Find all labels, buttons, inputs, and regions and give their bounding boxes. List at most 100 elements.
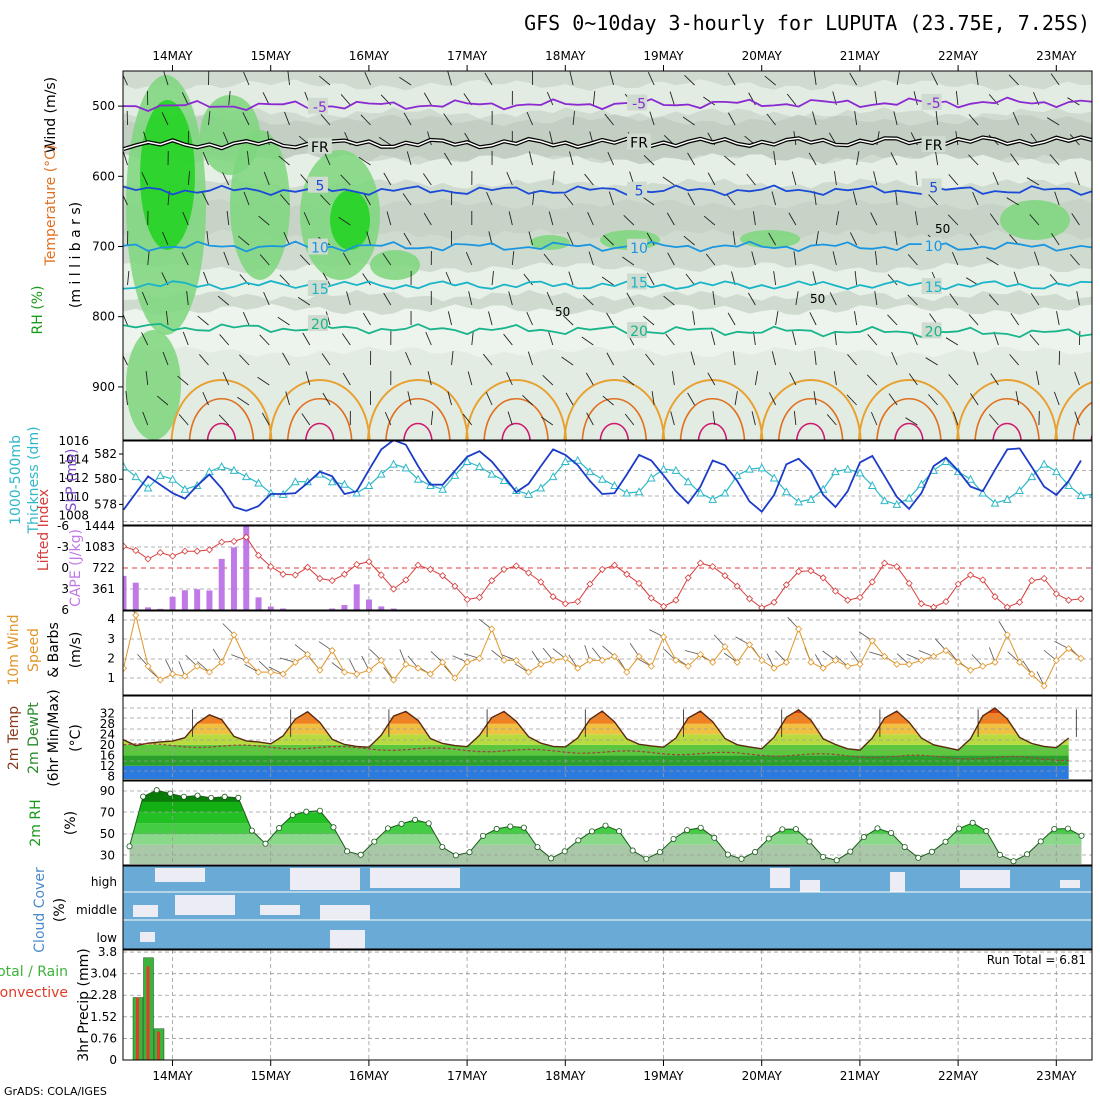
cloud-row-label: low	[97, 931, 118, 945]
contour-label-bg	[627, 94, 648, 111]
wind-barb	[1071, 213, 1080, 226]
thickness-point	[450, 470, 460, 479]
rh-point	[901, 843, 908, 850]
wind-barb	[896, 653, 910, 665]
wind-barb	[482, 353, 493, 366]
rh-point	[344, 848, 351, 855]
temp-clip-group	[123, 696, 1092, 780]
wind-barb	[361, 655, 370, 671]
wind-barb	[998, 621, 1008, 636]
cloud-gap	[140, 932, 155, 942]
wind-speed-point	[905, 660, 913, 668]
wind-barb	[690, 351, 696, 366]
thickness-point	[794, 497, 803, 506]
wind-barb	[692, 311, 696, 326]
rh-point	[153, 787, 160, 794]
contour-label-10: 10	[311, 241, 329, 257]
rh-point	[1037, 838, 1044, 845]
cape-bar	[132, 582, 139, 610]
wind-barb	[1030, 293, 1040, 306]
slp-label: SLP (mb)	[64, 448, 80, 511]
wind-barb	[1013, 271, 1020, 286]
wind-barb	[486, 191, 493, 206]
date-label-bottom: 17MAY	[447, 1069, 488, 1083]
wind-barb	[259, 334, 270, 346]
wind-speed-point	[439, 658, 447, 666]
bl-temp-contour	[759, 379, 862, 440]
wind-barb	[935, 111, 939, 126]
cloud-gap	[155, 868, 205, 882]
wind-barb	[813, 71, 817, 86]
wind-barb	[705, 253, 716, 266]
cape-bar	[145, 607, 152, 610]
lifted-index-point	[623, 570, 631, 578]
wind-barb	[754, 371, 759, 386]
wind-barb	[604, 113, 614, 126]
wind-barb	[182, 211, 189, 226]
wind-barb	[747, 292, 756, 306]
date-label-bottom: 19MAY	[643, 1069, 684, 1083]
ytick-label: -3	[57, 540, 69, 554]
wind-barb	[935, 151, 939, 166]
wind-barb	[1022, 660, 1033, 675]
temp-color-band	[123, 723, 1069, 735]
thickness-point	[720, 488, 730, 497]
thickness-point	[487, 469, 497, 478]
lifted-index-point	[377, 571, 385, 579]
temp-stripes	[123, 708, 1069, 779]
rh-point	[765, 835, 772, 842]
panel-frame	[122, 70, 1093, 441]
wind-barb	[854, 111, 858, 126]
ytick-label-right: 722	[92, 561, 115, 575]
wind-barb	[727, 112, 736, 126]
wind-speed-point	[844, 662, 852, 670]
wind-barb	[549, 131, 554, 146]
wind-speed-point	[1028, 670, 1036, 678]
wind-speed-point	[1077, 654, 1085, 662]
wind-barb	[199, 354, 209, 366]
wind-barb	[242, 112, 250, 126]
bl-temp-contour	[956, 379, 1059, 440]
wind-barb	[787, 617, 799, 630]
rh-label-1: 2m RH	[28, 799, 44, 846]
lifted-index-point	[340, 570, 349, 578]
wind-barb	[528, 151, 534, 166]
wind-barb	[569, 71, 574, 86]
rh-contour-label: 50	[555, 305, 570, 319]
wind-speed-point	[647, 662, 655, 670]
lifted-index-point	[782, 581, 790, 589]
lifted-index-point	[770, 598, 778, 606]
contour-label-5: 5	[635, 184, 644, 200]
wind-barb	[895, 191, 898, 206]
bl-temp-contour	[385, 398, 451, 440]
contour-label-bg	[627, 322, 648, 339]
wind-speed-point	[218, 658, 226, 666]
wind-barb	[506, 372, 513, 386]
wind-barb	[147, 251, 150, 266]
wind-barb	[287, 71, 290, 86]
wind-barb	[667, 252, 675, 266]
rh-point	[1064, 825, 1071, 832]
rh-point	[276, 825, 283, 832]
wind-barb	[852, 191, 858, 206]
thickness-point	[610, 480, 619, 489]
ytick-label: 12	[100, 759, 115, 773]
date-label-top: 22MAY	[938, 49, 979, 63]
cape-bar	[243, 526, 250, 610]
thickness-point	[1076, 491, 1086, 500]
rh-point	[656, 849, 663, 856]
rh-point	[289, 812, 296, 819]
cloud-gap	[260, 905, 300, 915]
wind-barb	[734, 391, 738, 406]
wind-barb	[133, 611, 137, 616]
wind-barb	[123, 74, 128, 86]
wind-barb	[237, 235, 250, 246]
contour-label-bg	[921, 136, 946, 153]
wind-barb	[364, 72, 371, 86]
panel-frame	[122, 865, 1093, 950]
thickness-point	[413, 474, 423, 483]
rh-band	[123, 261, 1092, 302]
lifted-index-point	[684, 574, 692, 582]
wind-barb	[202, 151, 209, 166]
wind-barb	[552, 171, 555, 186]
